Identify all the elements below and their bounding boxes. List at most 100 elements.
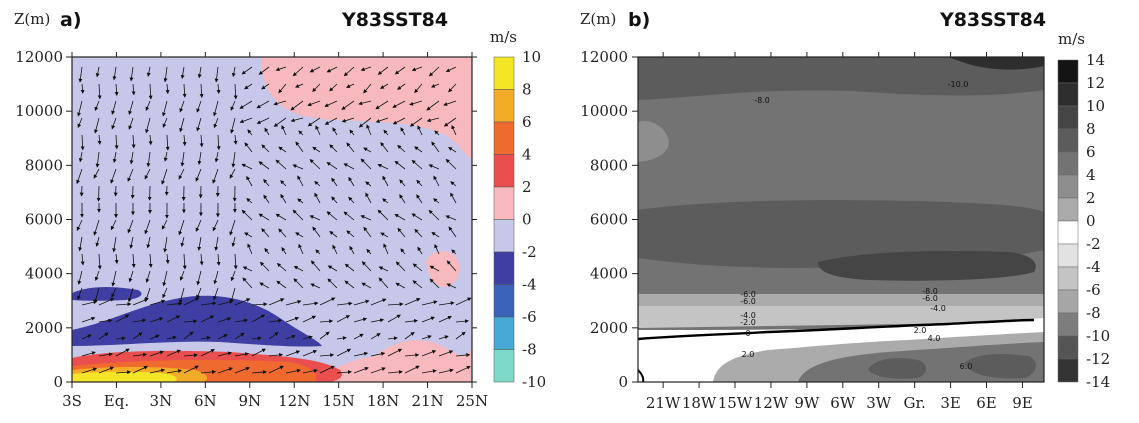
wind-vector <box>115 314 130 323</box>
wind-vector <box>383 243 389 255</box>
wind-vector <box>331 196 338 204</box>
wind-vector <box>80 83 85 94</box>
wind-vector <box>292 209 304 221</box>
wind-vector <box>244 83 253 90</box>
wind-vector <box>217 334 228 340</box>
wind-vector <box>400 127 406 136</box>
wind-vector <box>448 226 457 238</box>
wind-vector <box>132 365 149 374</box>
wind-vector <box>302 349 318 357</box>
wind-vector <box>336 315 351 323</box>
wind-vector <box>244 142 253 153</box>
wind-vector <box>273 100 287 106</box>
wind-vector <box>358 100 372 106</box>
wind-vector <box>259 261 270 272</box>
wind-vector <box>397 227 406 238</box>
wind-vector <box>414 228 423 238</box>
wind-vector <box>213 117 219 129</box>
wind-vector <box>280 180 287 187</box>
wind-vector <box>451 249 457 255</box>
wind-vector <box>446 260 457 272</box>
wind-vector <box>387 314 401 323</box>
x-tick-label-a: 15N <box>323 392 355 410</box>
wind-vector <box>251 348 267 357</box>
wind-vector <box>214 151 219 163</box>
wind-vector <box>387 336 398 341</box>
wind-vector <box>353 299 370 306</box>
wind-vector <box>149 334 160 340</box>
wind-vector <box>256 117 270 124</box>
zero-contour-corner <box>637 369 645 383</box>
wind-vector <box>132 352 147 357</box>
wind-vector <box>445 66 457 72</box>
wind-vector <box>370 318 385 323</box>
wind-vector <box>343 66 355 77</box>
wind-vector <box>438 350 454 357</box>
wind-vector <box>429 278 440 289</box>
contour-label: 0 <box>745 329 750 338</box>
wind-vector <box>450 181 457 187</box>
wind-vector <box>217 300 234 306</box>
wind-vector <box>416 179 423 187</box>
wind-vector <box>319 353 335 358</box>
colorbar-swatch-a <box>493 186 515 220</box>
wind-vector <box>312 83 321 92</box>
wind-vector <box>358 117 372 128</box>
wind-vector <box>217 367 233 374</box>
wind-vector <box>247 243 253 255</box>
contour-label: -8.0 <box>754 96 770 105</box>
wind-vector <box>263 178 270 187</box>
wind-vector <box>128 117 134 130</box>
wind-vector <box>149 350 164 357</box>
wind-vector <box>411 159 423 170</box>
wind-vector <box>246 198 253 204</box>
wind-vector <box>309 66 321 73</box>
field-b-mid-darker <box>818 251 1036 281</box>
wind-vector <box>309 159 321 170</box>
x-tick-label-a: 25N <box>456 392 488 410</box>
wind-vector <box>307 117 321 127</box>
x-tick-label-b: 15W <box>718 394 753 412</box>
wind-vector <box>115 348 130 357</box>
colorbar-swatch-b <box>1057 266 1079 291</box>
y-tick-label-a: 12000 <box>15 48 63 66</box>
wind-vector <box>183 297 200 306</box>
y-tick-label-b: 2000 <box>590 319 628 337</box>
wind-vector <box>360 215 372 221</box>
chart-title-b: Y83SST84 <box>939 9 1046 31</box>
wind-vector <box>421 350 437 357</box>
wind-vector <box>275 159 287 170</box>
wind-vector <box>162 287 168 299</box>
wind-vector <box>165 253 170 265</box>
wind-vector <box>115 370 132 375</box>
x-tick-label-a: 18N <box>367 392 399 410</box>
wind-vector <box>411 66 423 72</box>
wind-vector <box>258 66 270 75</box>
wind-vector <box>302 301 319 306</box>
wind-vector <box>430 83 440 88</box>
wind-vector <box>392 100 406 108</box>
wind-vector <box>450 192 457 204</box>
wind-vector <box>182 134 187 147</box>
wind-vector <box>231 151 236 168</box>
wind-vector <box>81 300 98 306</box>
wind-vector <box>200 369 217 374</box>
y-axis-label-b: Z(m) <box>580 10 616 28</box>
wind-vector <box>251 336 262 341</box>
wind-vector <box>231 66 236 78</box>
wind-vector <box>341 100 355 110</box>
wind-vector <box>332 127 338 136</box>
wind-vector <box>395 261 406 272</box>
wind-vector <box>394 160 406 170</box>
wind-vector <box>348 176 355 187</box>
wind-vector <box>438 315 452 323</box>
y-tick-label-a: 6000 <box>25 211 63 229</box>
wind-vector <box>78 66 83 83</box>
wind-vector <box>115 336 126 341</box>
wind-vector <box>115 302 132 307</box>
field-a-positive-upper <box>262 57 472 160</box>
wind-vector <box>199 253 204 266</box>
wind-vector <box>326 211 338 221</box>
wind-vector <box>182 253 187 270</box>
wind-vector <box>230 270 236 282</box>
